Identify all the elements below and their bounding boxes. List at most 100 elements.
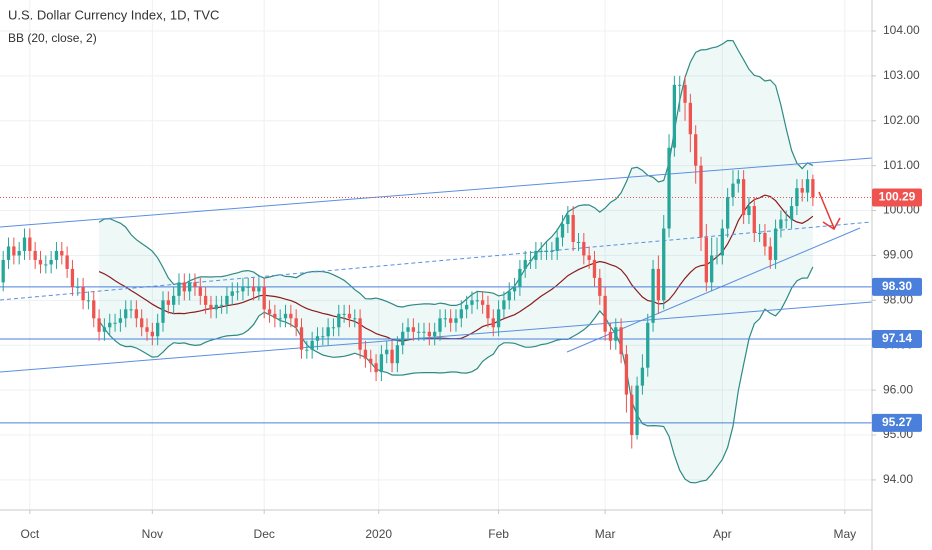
candle-body <box>704 237 708 283</box>
candle-body <box>795 188 799 207</box>
candle-body <box>741 179 746 216</box>
indicator-label: BB (20, close, 2) <box>8 31 97 45</box>
candle-body <box>246 286 250 288</box>
arrow-head <box>822 217 841 231</box>
candle-body <box>779 219 783 229</box>
level-tag-label: 98.30 <box>882 279 912 293</box>
x-tick-label: 2020 <box>365 527 392 541</box>
y-tick-label: 103.00 <box>883 68 920 82</box>
candle-body <box>699 165 703 238</box>
candle-body <box>491 318 495 328</box>
level-tag <box>872 413 922 432</box>
candles <box>1 75 815 449</box>
candle-body <box>113 322 117 324</box>
level-tag <box>872 329 922 348</box>
candle-body <box>459 309 463 319</box>
candle-body <box>427 331 431 337</box>
candle-body <box>464 304 469 310</box>
candle-body <box>235 291 240 293</box>
candle-body <box>38 259 43 265</box>
candle-body <box>182 282 186 292</box>
y-tick-label: 94.00 <box>883 472 913 486</box>
candle-body <box>241 286 245 292</box>
candle-body <box>475 300 479 302</box>
candle-body <box>124 309 128 319</box>
level-tag <box>872 277 922 296</box>
trend-line <box>0 157 872 228</box>
price-tags: 98.30 97.14 95.27 100.29 <box>872 188 922 432</box>
candle-body <box>789 206 794 220</box>
candle-body <box>688 102 693 135</box>
candle-body <box>363 349 368 359</box>
candle-body <box>496 309 501 328</box>
candle-body <box>166 300 170 305</box>
candle-body <box>614 327 618 341</box>
candle-body <box>683 84 687 103</box>
candle-body <box>134 309 139 319</box>
grid <box>0 0 872 510</box>
candle-body <box>219 304 224 306</box>
x-tick-label: Feb <box>488 527 509 541</box>
candle-body <box>651 268 655 323</box>
level-tag-label: 95.27 <box>882 415 912 429</box>
candle-body <box>725 197 730 229</box>
candle-body <box>129 309 133 311</box>
candle-body <box>358 318 362 350</box>
candle-body <box>150 331 154 337</box>
candle-body <box>752 206 756 234</box>
candle-body <box>433 331 437 337</box>
candle-body <box>108 322 112 328</box>
candle-body <box>672 84 677 148</box>
candle-body <box>448 318 453 323</box>
candle-body <box>635 385 639 436</box>
candle-body <box>678 84 682 86</box>
candle-body <box>619 327 623 355</box>
candle-body <box>44 264 48 266</box>
candle-body <box>81 286 85 301</box>
arrow <box>818 191 841 231</box>
candle-body <box>518 268 522 287</box>
candle-body <box>390 349 394 364</box>
candle-body <box>411 327 416 332</box>
candle-body <box>65 255 69 269</box>
candle-body <box>203 295 208 305</box>
candle-body <box>646 322 650 368</box>
candle-body <box>747 206 751 216</box>
candle-body <box>326 327 330 337</box>
candle-body <box>566 215 570 225</box>
candle-body <box>76 286 80 288</box>
x-tick-label: Oct <box>20 527 39 541</box>
arrow-shaft <box>818 191 835 229</box>
band-fill <box>99 40 813 483</box>
candle-body <box>763 233 767 247</box>
candle-body <box>193 282 197 287</box>
y-tick-label: 99.00 <box>883 248 913 262</box>
candle-body <box>198 286 202 296</box>
candle-body <box>278 318 282 320</box>
candle-body <box>539 250 543 252</box>
candle-body <box>369 358 373 364</box>
candle-body <box>757 233 762 235</box>
candle-body <box>161 300 165 323</box>
axes: 94.0095.0096.0097.0098.0099.00100.00101.… <box>20 23 920 541</box>
candle-body <box>140 318 144 328</box>
candle-body <box>640 367 645 386</box>
band-lower <box>98 266 814 484</box>
chart-title: U.S. Dollar Currency Index, 1D, TVC <box>8 7 219 22</box>
candle-body <box>28 237 32 251</box>
candle-body <box>156 322 160 337</box>
candle-body <box>395 345 400 364</box>
candle-body <box>560 224 565 238</box>
candle-body <box>214 304 218 310</box>
candle-body <box>401 331 405 346</box>
candle-body <box>470 300 474 305</box>
candle-body <box>251 286 256 292</box>
candle-body <box>576 241 581 243</box>
candle-body <box>342 313 346 315</box>
candle-body <box>315 336 320 341</box>
trend-line <box>0 221 872 301</box>
candle-body <box>582 241 586 256</box>
candle-body <box>731 183 735 198</box>
band-upper <box>98 39 814 308</box>
